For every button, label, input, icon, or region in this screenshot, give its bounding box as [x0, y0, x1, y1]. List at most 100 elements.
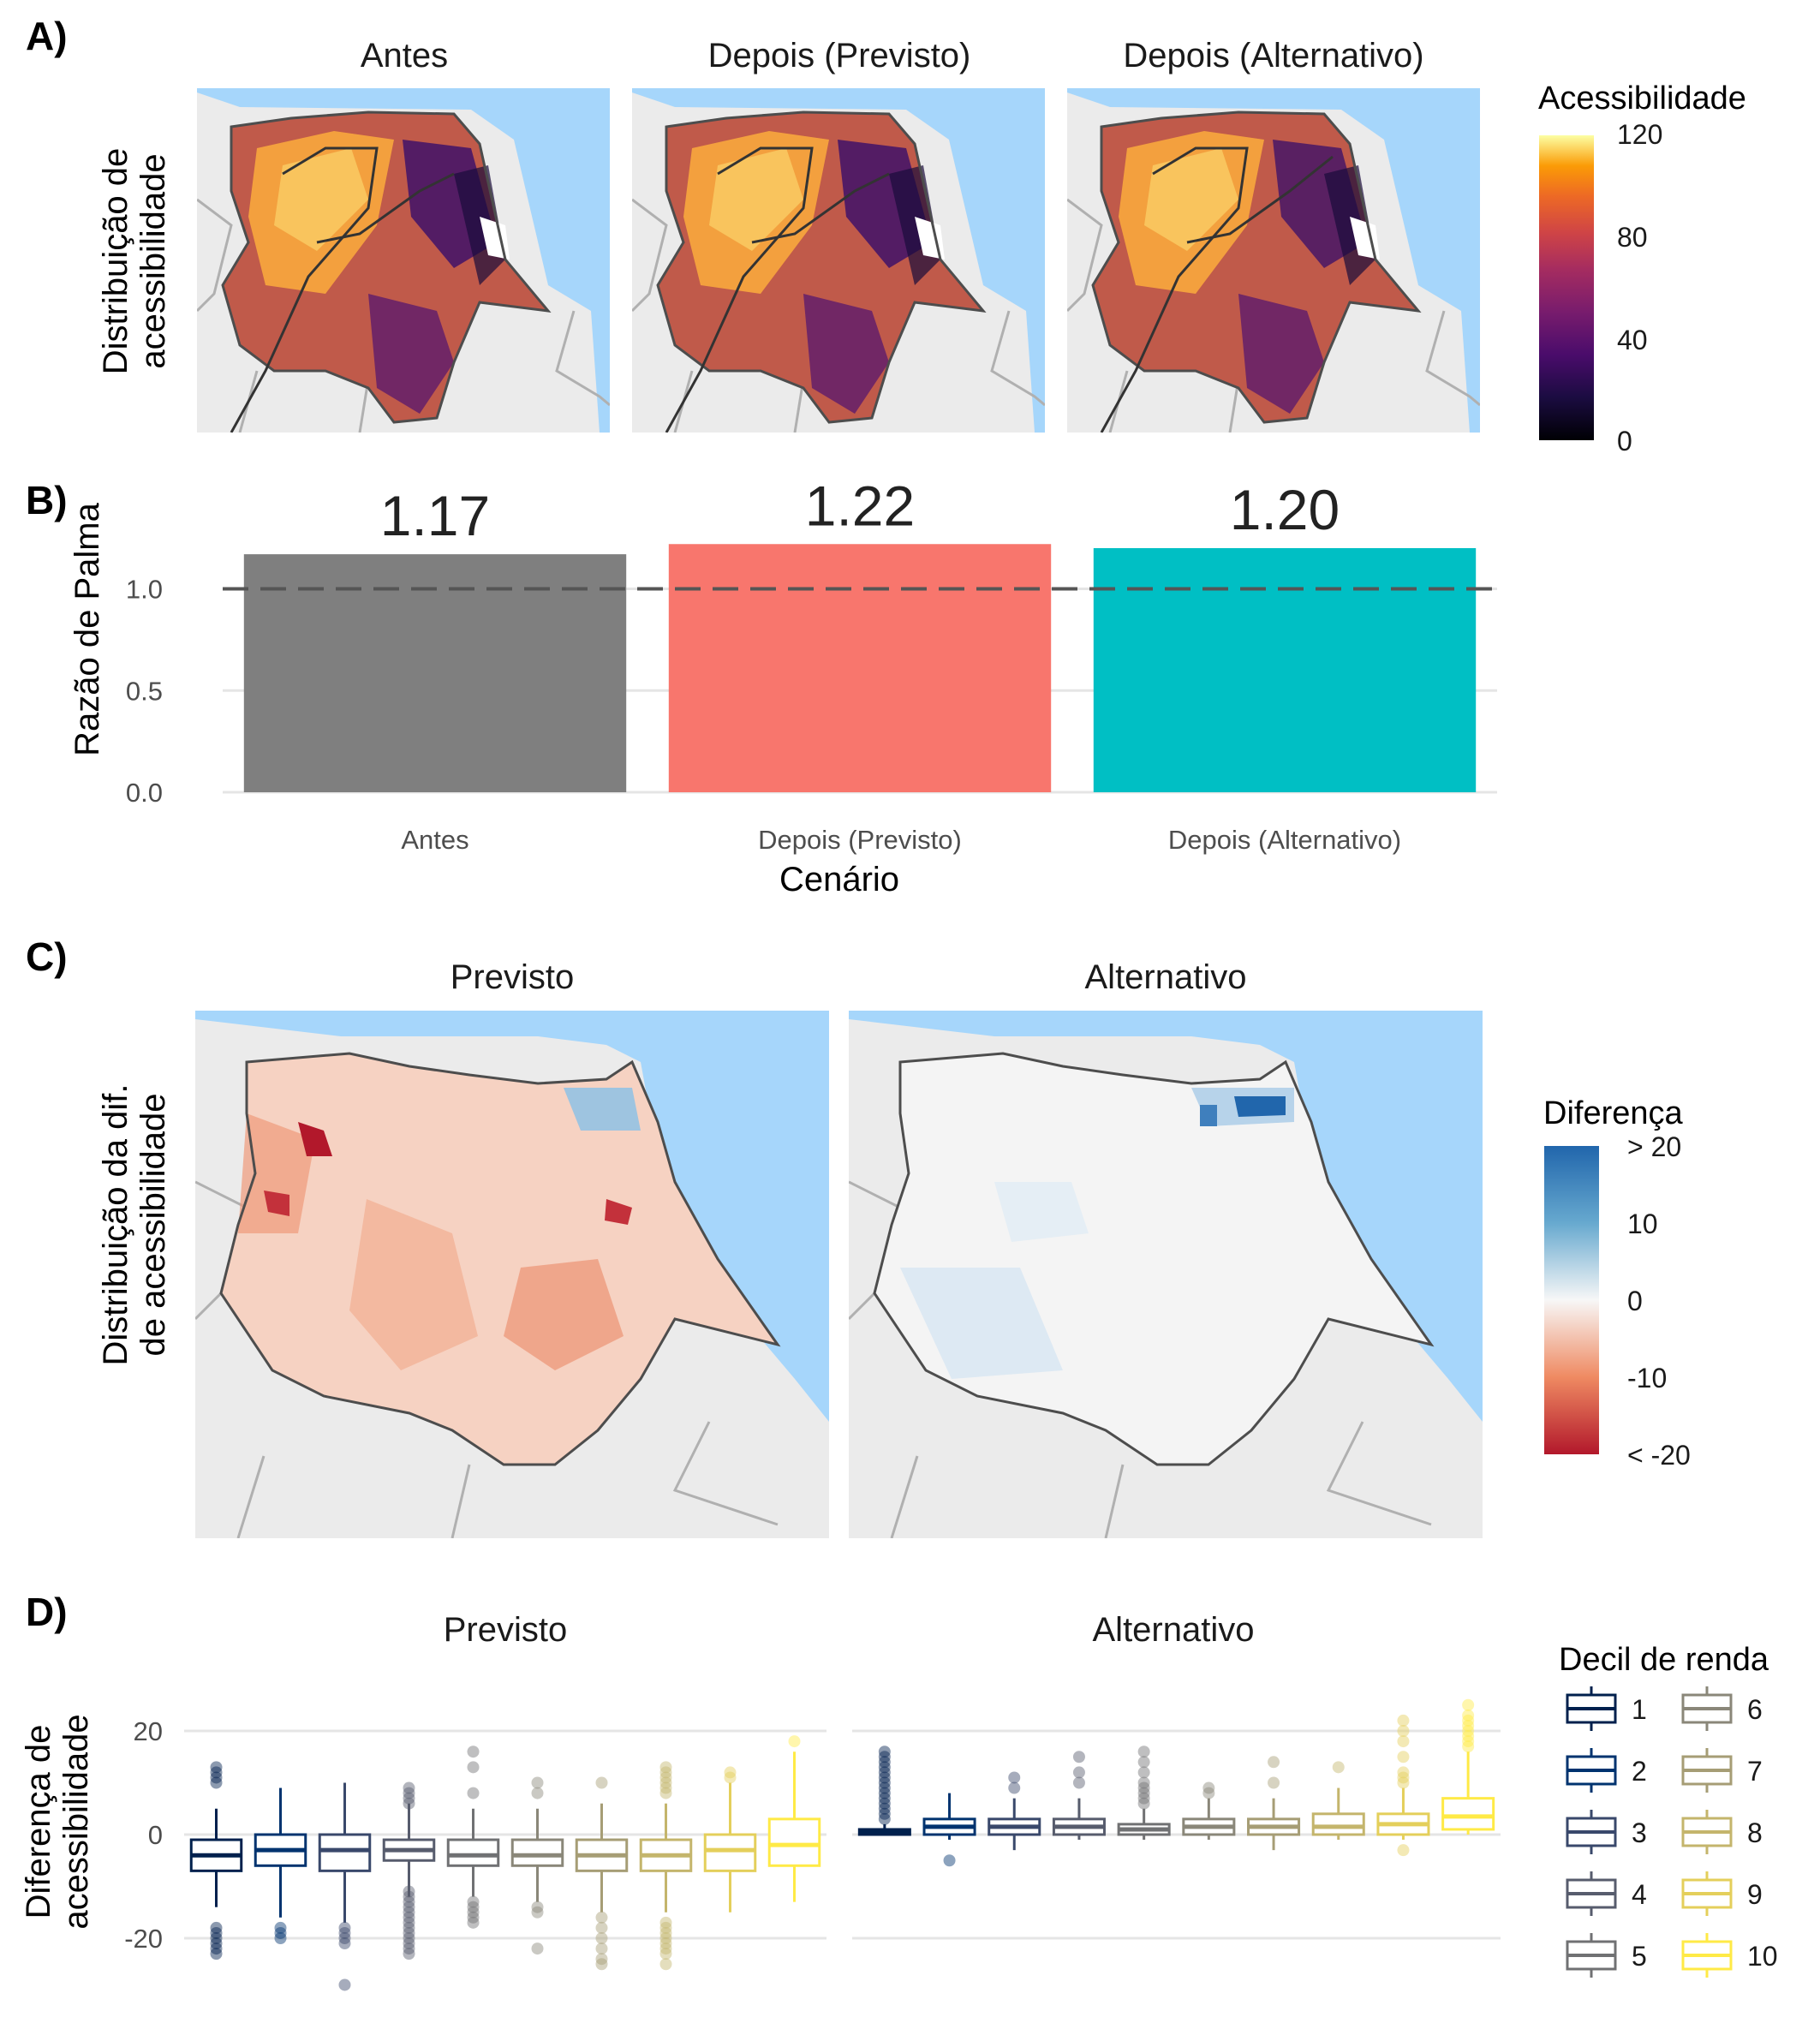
panel-c-map-previsto — [195, 1011, 829, 1538]
legend-tick-label: 0 — [1617, 426, 1632, 457]
outlier-point — [1462, 1725, 1475, 1737]
outlier-point — [403, 1781, 415, 1794]
outlier-point — [659, 1926, 672, 1939]
boxplot — [1117, 1746, 1171, 1841]
panel-c: C) Distribuição da dif. de acessibilidad… — [26, 934, 1691, 1538]
box — [318, 1833, 372, 1872]
panel-d-facet-title: Previsto — [444, 1611, 568, 1649]
outlier-point — [403, 1916, 415, 1929]
outlier-point — [1462, 1709, 1475, 1722]
outlier-point — [878, 1802, 891, 1815]
outlier-point — [210, 1948, 223, 1960]
outlier-point — [1268, 1756, 1280, 1769]
outlier-point — [1397, 1725, 1410, 1737]
panel-a-facet-title: Depois (Alternativo) — [1123, 37, 1423, 75]
legend-tick-label: 40 — [1617, 325, 1648, 355]
outlier-point — [724, 1771, 737, 1784]
legend-key: 4 — [1566, 1871, 1647, 1916]
box — [1441, 1797, 1495, 1831]
outlier-point — [467, 1787, 480, 1799]
outlier-point — [1072, 1751, 1085, 1763]
outlier-point — [1137, 1766, 1150, 1779]
outlier-point — [1397, 1766, 1410, 1779]
outlier-point — [595, 1958, 608, 1971]
panel-d: D) Diferença de acessibilidade Previsto … — [20, 1590, 1778, 1991]
outlier-point — [1008, 1781, 1021, 1794]
legend-label: 4 — [1632, 1879, 1647, 1910]
outlier-point — [878, 1756, 891, 1769]
outlier-point — [338, 1921, 351, 1934]
outlier-point — [210, 1942, 223, 1955]
outlier-point — [403, 1948, 415, 1960]
y-tick-label: 0.5 — [126, 676, 163, 706]
outlier-point — [403, 1906, 415, 1919]
bar-value-label: 1.20 — [1230, 478, 1340, 541]
outlier-point — [467, 1906, 480, 1919]
outlier-point — [467, 1911, 480, 1924]
outlier-point — [878, 1792, 891, 1805]
panel-a-map-previsto — [632, 88, 1045, 433]
outlier-point — [788, 1735, 801, 1748]
legend-label: 6 — [1747, 1694, 1763, 1725]
outlier-point — [659, 1761, 672, 1774]
legend-label: 2 — [1632, 1756, 1647, 1787]
x-tick-label: Antes — [401, 825, 468, 855]
legend-key: 8 — [1681, 1810, 1763, 1854]
outlier-point — [403, 1792, 415, 1805]
outlier-point — [1462, 1719, 1475, 1732]
boxplot — [446, 1746, 500, 1929]
outlier-point — [595, 1953, 608, 1966]
outlier-point — [659, 1958, 672, 1971]
outlier-point — [1462, 1714, 1475, 1727]
outlier-point — [878, 1771, 891, 1784]
panel-d-tag: D) — [26, 1590, 68, 1634]
outlier-point — [659, 1932, 672, 1944]
outlier-point — [531, 1787, 544, 1799]
outlier-point — [467, 1761, 480, 1774]
y-tick-label: 1.0 — [126, 575, 163, 605]
colorbar-acessibilidade — [1539, 135, 1594, 440]
y-tick-label: 0 — [148, 1820, 163, 1850]
outlier-point — [1397, 1714, 1410, 1727]
outlier-point — [1137, 1756, 1150, 1769]
y-tick-label: 0.0 — [126, 778, 163, 808]
outlier-point — [659, 1948, 672, 1960]
panel-a-ylabel: Distribuição de acessibilidade — [97, 148, 172, 375]
panel-a-facet-title: Depois (Previsto) — [708, 37, 971, 75]
outlier-point — [1137, 1781, 1150, 1794]
outlier-point — [1268, 1776, 1280, 1789]
outlier-point — [210, 1771, 223, 1784]
legend-label: 10 — [1747, 1941, 1778, 1972]
legend-title: Decil de renda — [1559, 1642, 1769, 1678]
panel-d-facet-title: Alternativo — [1093, 1611, 1255, 1649]
boxplot — [575, 1776, 629, 1971]
outlier-point — [878, 1807, 891, 1820]
panel-c-legend: Diferença > 20 10 0 -10 < -20 — [1543, 1095, 1691, 1471]
outlier-point — [659, 1921, 672, 1934]
legend-tick-label: < -20 — [1627, 1440, 1691, 1471]
panel-b-tag: B) — [26, 478, 68, 522]
panel-c-map-alternativo — [849, 1011, 1483, 1538]
panel-d-ylabel-line1: Diferença de — [20, 1725, 57, 1919]
legend-tick-label: 0 — [1627, 1286, 1643, 1316]
outlier-point — [659, 1771, 672, 1784]
outlier-point — [659, 1942, 672, 1955]
outlier-point — [403, 1921, 415, 1934]
outlier-point — [659, 1787, 672, 1799]
boxplot — [1376, 1714, 1430, 1857]
panel-a-facet-title: Antes — [361, 37, 448, 75]
panel-b-yticks: 0.0 0.5 1.0 — [126, 575, 163, 809]
panel-a-map-alternativo — [1067, 88, 1480, 433]
outlier-point — [1397, 1844, 1410, 1857]
outlier-point — [1462, 1735, 1475, 1748]
legend-label: 9 — [1747, 1879, 1763, 1910]
panel-a-ylabel-line2: acessibilidade — [134, 153, 172, 368]
outlier-point — [943, 1854, 956, 1867]
legend-title: Diferença — [1543, 1095, 1683, 1131]
colorbar-diferenca — [1544, 1146, 1599, 1454]
outlier-point — [403, 1937, 415, 1950]
panel-b-xticks: Antes Depois (Previsto) Depois (Alternativ… — [401, 825, 1401, 855]
outlier-point — [1072, 1766, 1085, 1779]
outlier-point — [878, 1797, 891, 1810]
